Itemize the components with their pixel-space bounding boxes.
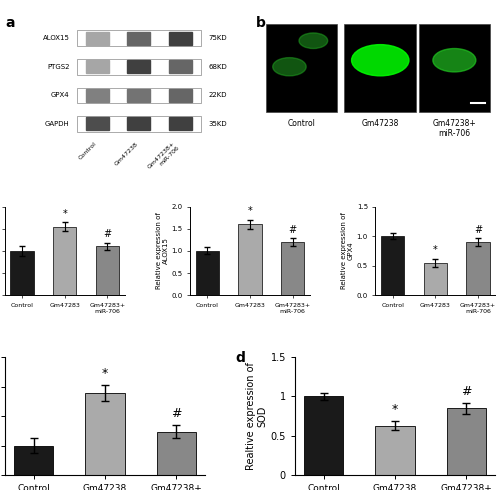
Text: Gm47238+
miR-706: Gm47238+ miR-706 [432,119,476,138]
Bar [128,89,150,102]
Bar [304,396,344,475]
Bar [128,118,150,130]
Text: Gm47238: Gm47238 [362,119,399,128]
Bar [76,116,201,132]
Circle shape [299,33,328,49]
Bar [76,88,201,103]
Bar [86,60,109,73]
Text: #: # [288,224,296,235]
Text: Gm47238: Gm47238 [114,141,139,166]
Bar [446,408,486,475]
Bar [169,89,192,102]
Bar [86,118,109,130]
Bar [156,432,196,475]
Bar [96,246,119,295]
Bar [344,24,416,112]
Text: *: * [433,245,438,255]
Text: *: * [102,367,108,380]
Y-axis label: Relative expression of
ALOX15: Relative expression of ALOX15 [156,213,168,290]
Bar [10,251,34,295]
Text: PTGS2: PTGS2 [47,64,70,70]
Text: a: a [5,16,15,30]
Text: Control: Control [78,141,98,161]
Text: *: * [392,403,398,416]
Bar [281,242,304,295]
Text: d: d [235,351,245,365]
Text: b: b [256,16,266,30]
Bar [266,24,337,112]
Bar [86,32,109,45]
Bar [169,118,192,130]
Bar [418,24,490,112]
Bar [424,263,447,295]
Bar [76,59,201,74]
Text: #: # [104,229,112,240]
Text: Control: Control [288,119,316,128]
Text: ALOX15: ALOX15 [42,35,70,41]
Bar [14,446,54,475]
Text: GAPDH: GAPDH [45,121,70,127]
Bar [169,32,192,45]
Bar [53,226,76,295]
Circle shape [352,45,409,76]
Y-axis label: Relative expression of
GPX4: Relative expression of GPX4 [341,213,354,290]
Text: 22KD: 22KD [208,92,227,98]
Text: 68KD: 68KD [208,64,227,70]
Bar [238,224,262,295]
Bar [86,393,124,475]
Bar [128,60,150,73]
Bar [86,89,109,102]
Bar [466,242,489,295]
Y-axis label: Realtive expression of
SOD: Realtive expression of SOD [246,362,268,470]
Text: *: * [248,206,252,216]
Text: *: * [62,209,67,219]
Circle shape [272,58,306,76]
Text: 75KD: 75KD [208,35,227,41]
Bar [76,30,201,46]
Bar [169,60,192,73]
Bar [381,236,404,295]
Circle shape [433,49,476,72]
Text: #: # [171,407,181,420]
Bar [196,251,219,295]
Text: #: # [461,385,471,398]
Bar [376,426,414,475]
Text: Gm47238+
miR-706: Gm47238+ miR-706 [147,141,180,174]
Text: #: # [474,225,482,235]
Text: GPX4: GPX4 [51,92,70,98]
Bar [128,32,150,45]
Text: 35KD: 35KD [208,121,227,127]
